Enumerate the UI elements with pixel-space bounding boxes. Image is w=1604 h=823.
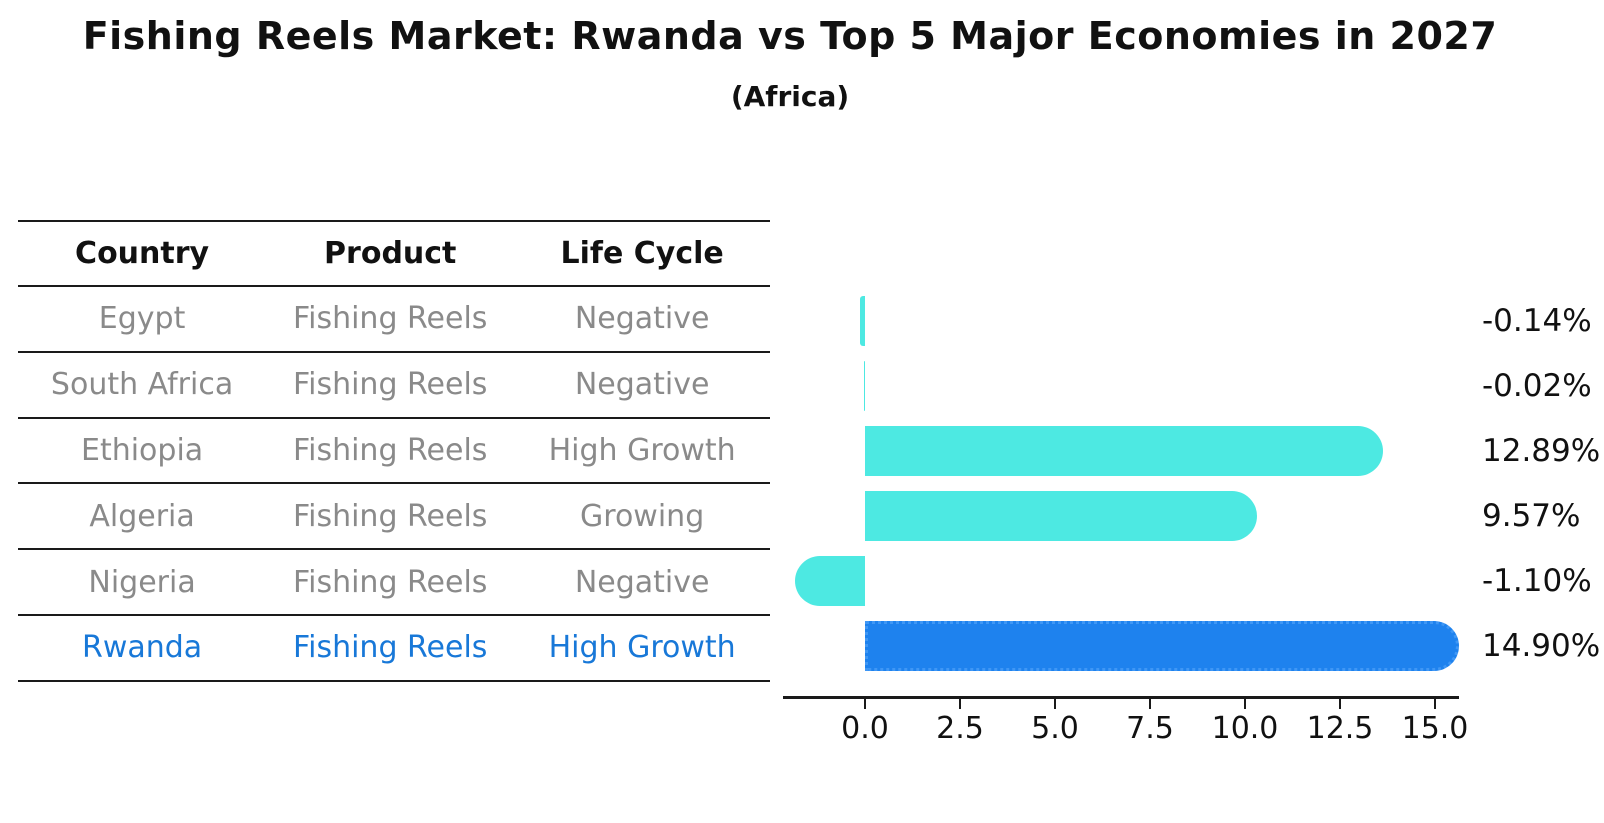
cell-country: Algeria — [89, 498, 195, 534]
value-label-south-africa: -0.02% — [1482, 368, 1592, 404]
tick-label: 5.0 — [1031, 711, 1079, 746]
tick-mark — [959, 699, 961, 709]
bar-ethiopia — [865, 426, 1383, 476]
chart-title: Fishing Reels Market: Rwanda vs Top 5 Ma… — [82, 14, 1498, 58]
value-label-algeria: 9.57% — [1482, 498, 1581, 534]
x-axis-line — [783, 696, 1459, 699]
cell-lifecycle: Negative — [574, 564, 710, 600]
cell-product: Fishing Reels — [293, 301, 488, 337]
tick-label: 15.0 — [1401, 711, 1469, 746]
table-row-south-africa: South Africa Fishing Reels Negative — [18, 353, 770, 419]
table-row-rwanda: Rwanda Fishing Reels High Growth — [18, 616, 770, 682]
tick-label: 0.0 — [841, 711, 889, 746]
tick-mark — [864, 699, 866, 709]
cell-country: Ethiopia — [80, 432, 204, 468]
cell-country: Egypt — [98, 301, 186, 337]
cell-lifecycle: Growing — [580, 498, 705, 534]
bar-south-africa — [864, 361, 865, 411]
cell-product: Fishing Reels — [293, 564, 488, 600]
cell-country: Nigeria — [88, 564, 196, 600]
cell-product: Fishing Reels — [293, 432, 488, 468]
bar-algeria — [865, 491, 1257, 541]
cell-country: Rwanda — [81, 630, 203, 666]
country-table: Country Product Life Cycle Egypt Fishing… — [18, 220, 770, 682]
cell-lifecycle: Negative — [574, 367, 710, 403]
tick-label: 2.5 — [936, 711, 984, 746]
table-header-country: Country — [75, 236, 210, 271]
cell-lifecycle: High Growth — [548, 432, 736, 468]
table-row-ethiopia: Ethiopia Fishing Reels High Growth — [18, 419, 770, 485]
value-label-egypt: -0.14% — [1482, 303, 1592, 339]
bar-rwanda — [865, 621, 1460, 671]
cell-product: Fishing Reels — [293, 630, 488, 666]
bar-nigeria — [795, 556, 865, 606]
chart-subtitle: (Africa) — [730, 80, 850, 113]
cell-lifecycle: Negative — [574, 301, 710, 337]
table-row-egypt: Egypt Fishing Reels Negative — [18, 287, 770, 353]
cell-product: Fishing Reels — [293, 367, 488, 403]
tick-label: 12.5 — [1306, 711, 1374, 746]
value-label-ethiopia: 12.89% — [1482, 433, 1601, 469]
table-row-algeria: Algeria Fishing Reels Growing — [18, 484, 770, 551]
tick-mark — [1244, 699, 1246, 709]
tick-mark — [1054, 699, 1056, 709]
cell-country: South Africa — [50, 367, 234, 403]
bar-egypt — [859, 296, 865, 346]
table-row-nigeria: Nigeria Fishing Reels Negative — [18, 550, 770, 616]
tick-mark — [1339, 699, 1341, 709]
value-label-nigeria: -1.10% — [1482, 563, 1592, 599]
table-header-product: Product — [324, 236, 457, 271]
table-header-row: Country Product Life Cycle — [18, 222, 770, 287]
tick-mark — [1434, 699, 1436, 709]
tick-label: 7.5 — [1126, 711, 1174, 746]
value-label-rwanda: 14.90% — [1482, 628, 1601, 664]
table-header-lifecycle: Life Cycle — [560, 236, 724, 271]
cell-product: Fishing Reels — [293, 498, 488, 534]
tick-mark — [1149, 699, 1151, 709]
cell-lifecycle: High Growth — [548, 630, 736, 666]
tick-label: 10.0 — [1211, 711, 1279, 746]
